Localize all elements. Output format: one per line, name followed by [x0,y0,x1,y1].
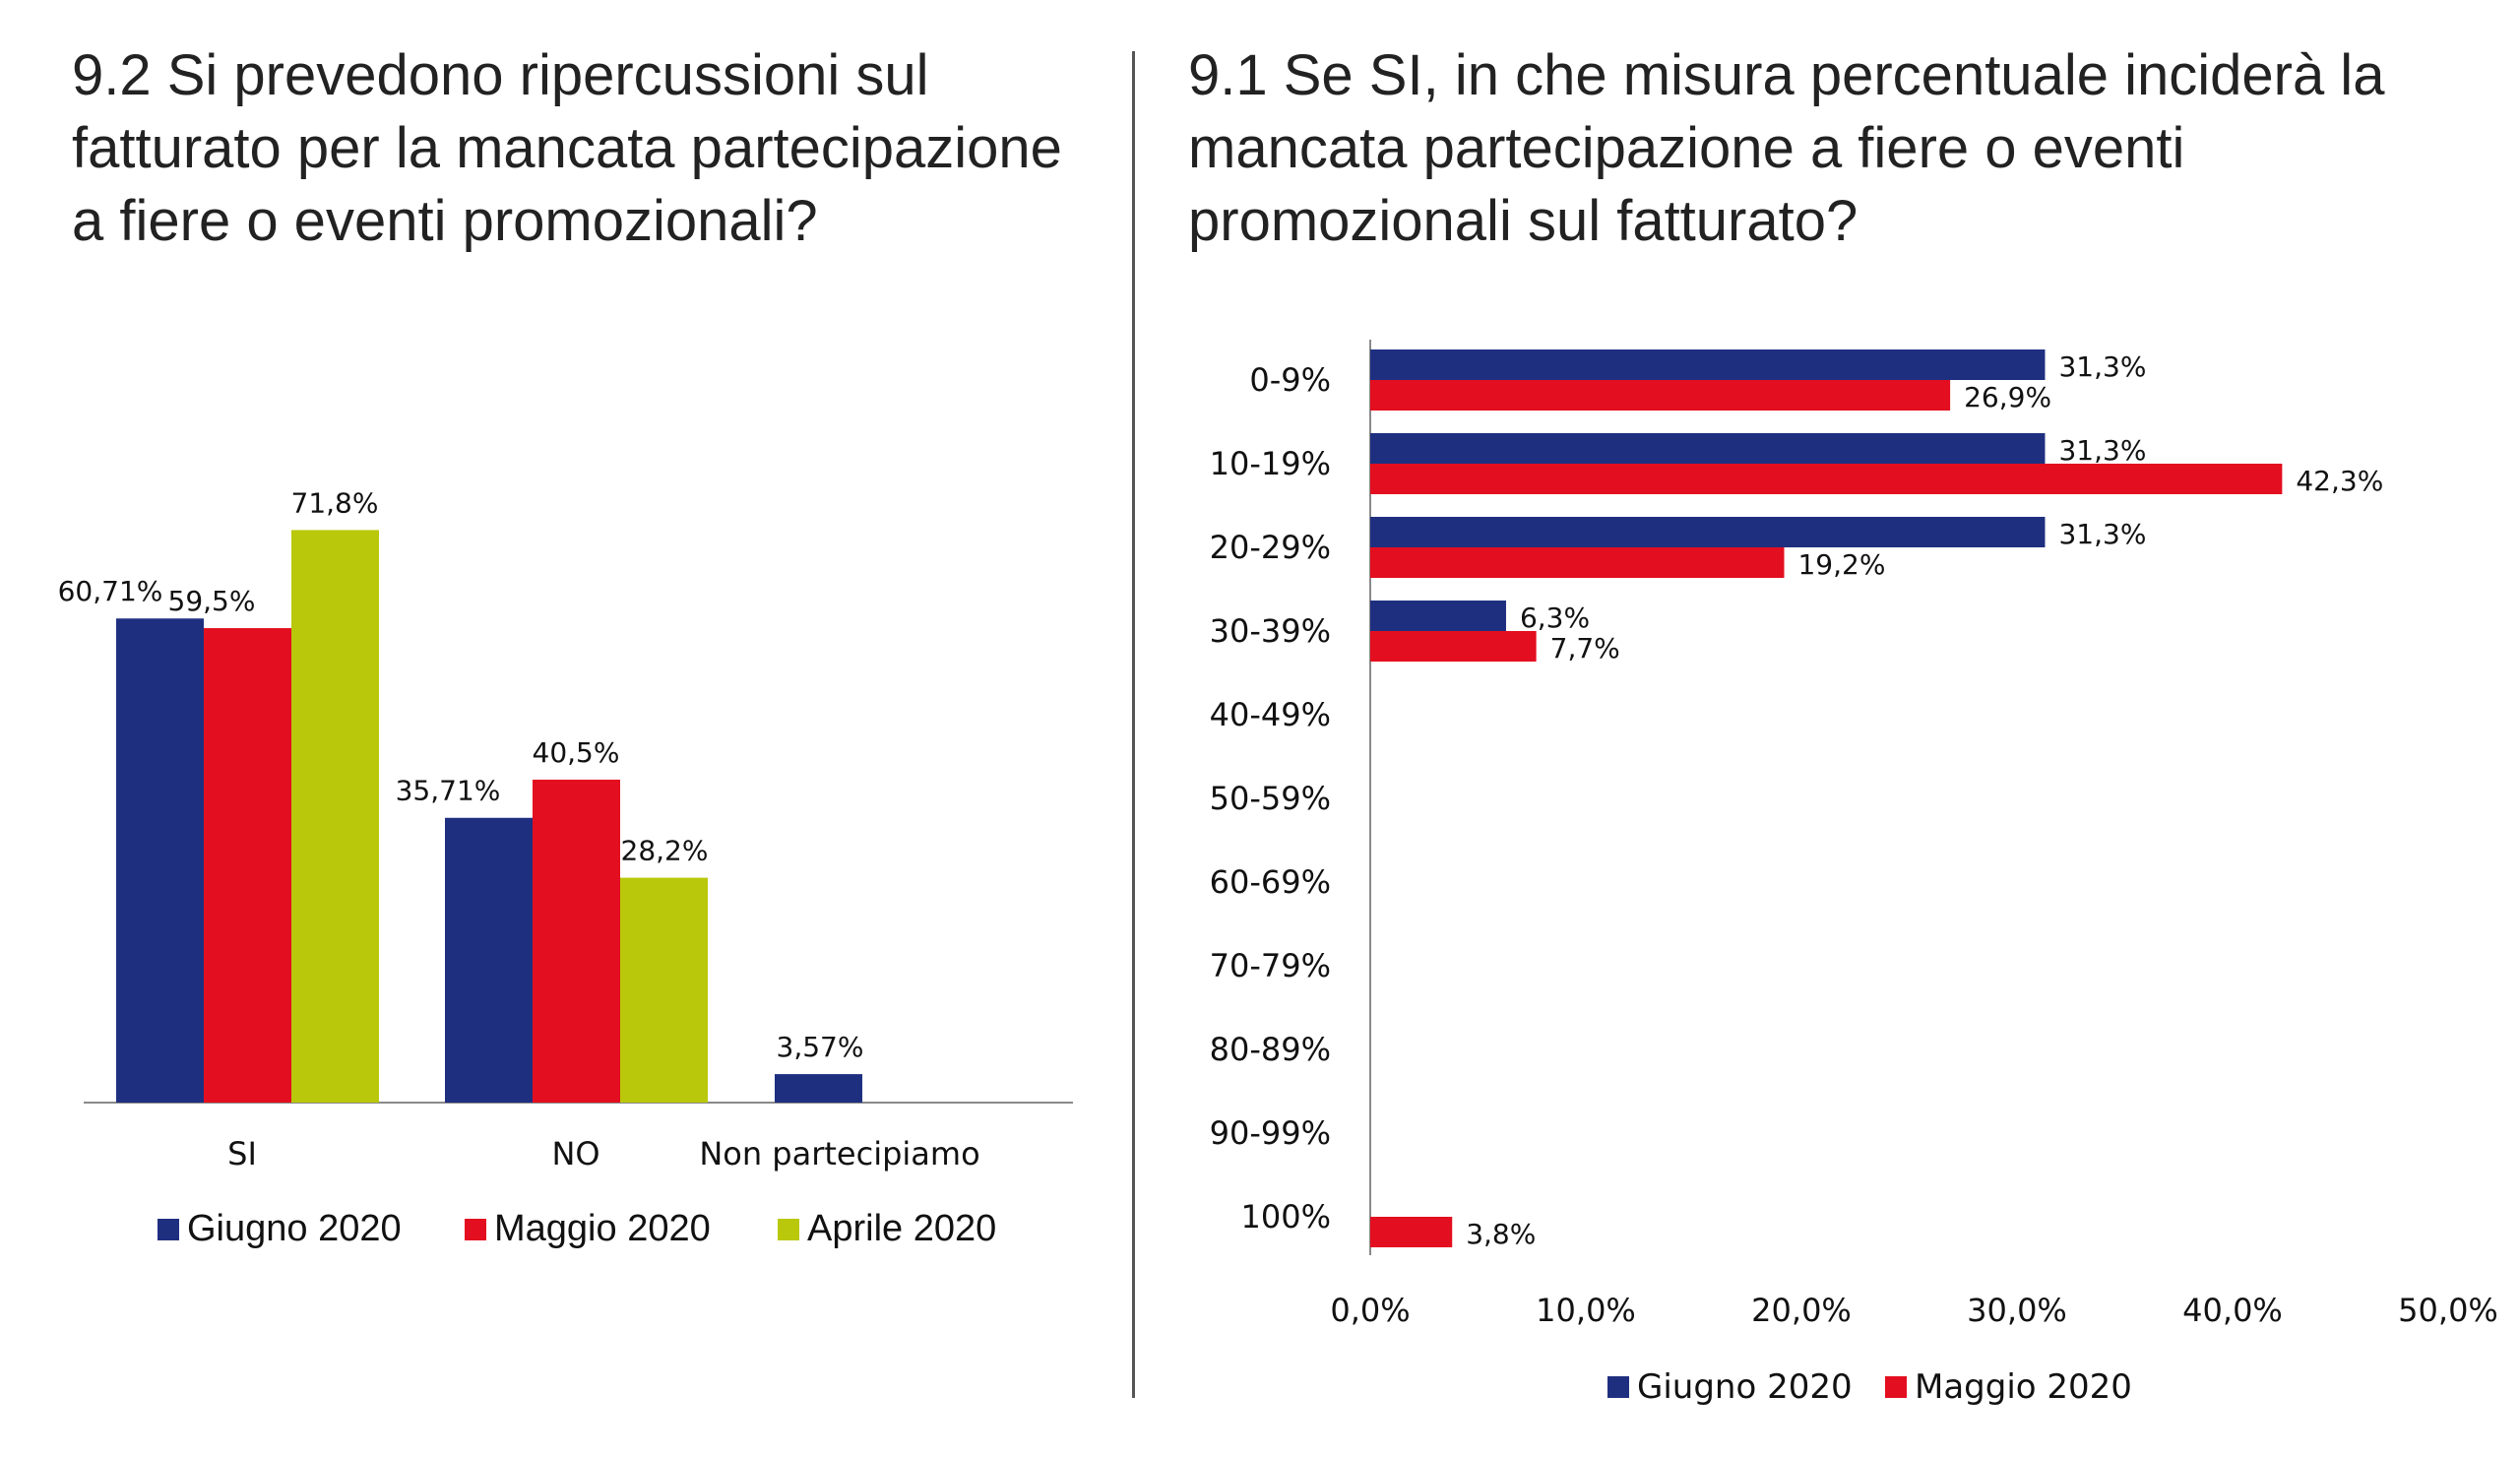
data-label: 31,3% [2058,434,2146,467]
data-label: 3,8% [1466,1218,1536,1250]
x-tick-label: 0,0% [1330,1292,1410,1329]
bar-0-9%-1 [1370,380,1951,411]
y-tick-label: 70-79% [1210,947,1331,984]
bar-10-19%-1 [1370,464,2283,494]
x-tick-label: 50,0% [2398,1292,2498,1329]
data-label: 6,3% [1520,602,1590,634]
x-tick-label: 30,0% [1967,1292,2067,1329]
y-tick-label: 50-59% [1210,780,1331,817]
y-tick-label: 90-99% [1210,1114,1331,1152]
bar-0-9%-0 [1370,349,2046,380]
bar-20-29%-1 [1370,547,1785,578]
y-tick-label: 20-29% [1210,529,1331,566]
legend-label: Maggio 2020 [494,1208,711,1249]
data-label: 59,5% [168,585,256,617]
y-tick-label: 100% [1241,1198,1331,1235]
legend-label: Maggio 2020 [1915,1367,2132,1407]
data-label: 3,57% [777,1031,864,1063]
y-tick-label: 40-49% [1210,696,1331,733]
panel-divider [1132,51,1135,1398]
legend-swatch [778,1219,799,1240]
y-tick-label: 0-9% [1249,361,1331,399]
bar-30-39%-0 [1370,601,1506,631]
y-tick-label: 30-39% [1210,612,1331,650]
data-label: 71,8% [291,486,379,519]
bar-20-29%-0 [1370,517,2046,547]
bar-100%-1 [1370,1217,1453,1247]
bar-no-2 [620,877,708,1103]
chart-title-right: 9.1 Se SI, in che misura percentuale inc… [1188,43,2385,253]
data-label: 26,9% [1964,381,2051,413]
bar-10-19%-0 [1370,433,2046,464]
y-tick-label: 80-89% [1210,1031,1331,1068]
y-tick-label: 60-69% [1210,863,1331,901]
legend-swatch [158,1219,179,1240]
data-label: 42,3% [2296,465,2383,497]
x-tick-label: 40,0% [2182,1292,2283,1329]
chart-title-left: 9.2 Si prevedono ripercussioni sul fattu… [72,43,1062,253]
bar-no-1 [533,779,620,1103]
y-tick-label: 10-19% [1210,445,1331,482]
x-tick-label: SI [227,1135,257,1172]
data-label: 60,71% [58,575,163,607]
legend-swatch [1607,1376,1629,1398]
data-label: 28,2% [621,835,709,867]
data-label: 7,7% [1550,632,1620,665]
x-tick-label: 10,0% [1536,1292,1636,1329]
data-label: 35,71% [396,775,501,807]
vertical-bar-chart: 60,71% 59,5% 71,8% SI 35,71% 40,5% 28,2% NO 3,57… [58,486,1073,1249]
bar-no-0 [445,817,533,1103]
data-label: 40,5% [533,736,620,769]
bar-non-partecipiamo-0 [775,1074,862,1103]
data-label: 19,2% [1797,548,1885,581]
data-label: 31,3% [2058,518,2146,550]
bar-si-0 [116,618,204,1103]
x-tick-label: 20,0% [1751,1292,1852,1329]
bar-si-1 [204,628,291,1103]
bar-30-39%-1 [1370,631,1537,662]
legend-swatch [1885,1376,1907,1398]
legend-label: Aprile 2020 [807,1208,996,1249]
x-tick-label: NO [551,1135,599,1172]
data-label: 31,3% [2058,350,2146,383]
legend-swatch [465,1219,486,1240]
legend-label: Giugno 2020 [1637,1367,1853,1407]
x-tick-label: Non partecipiamo [699,1135,979,1172]
legend-label: Giugno 2020 [187,1208,402,1249]
bar-si-2 [291,530,379,1103]
